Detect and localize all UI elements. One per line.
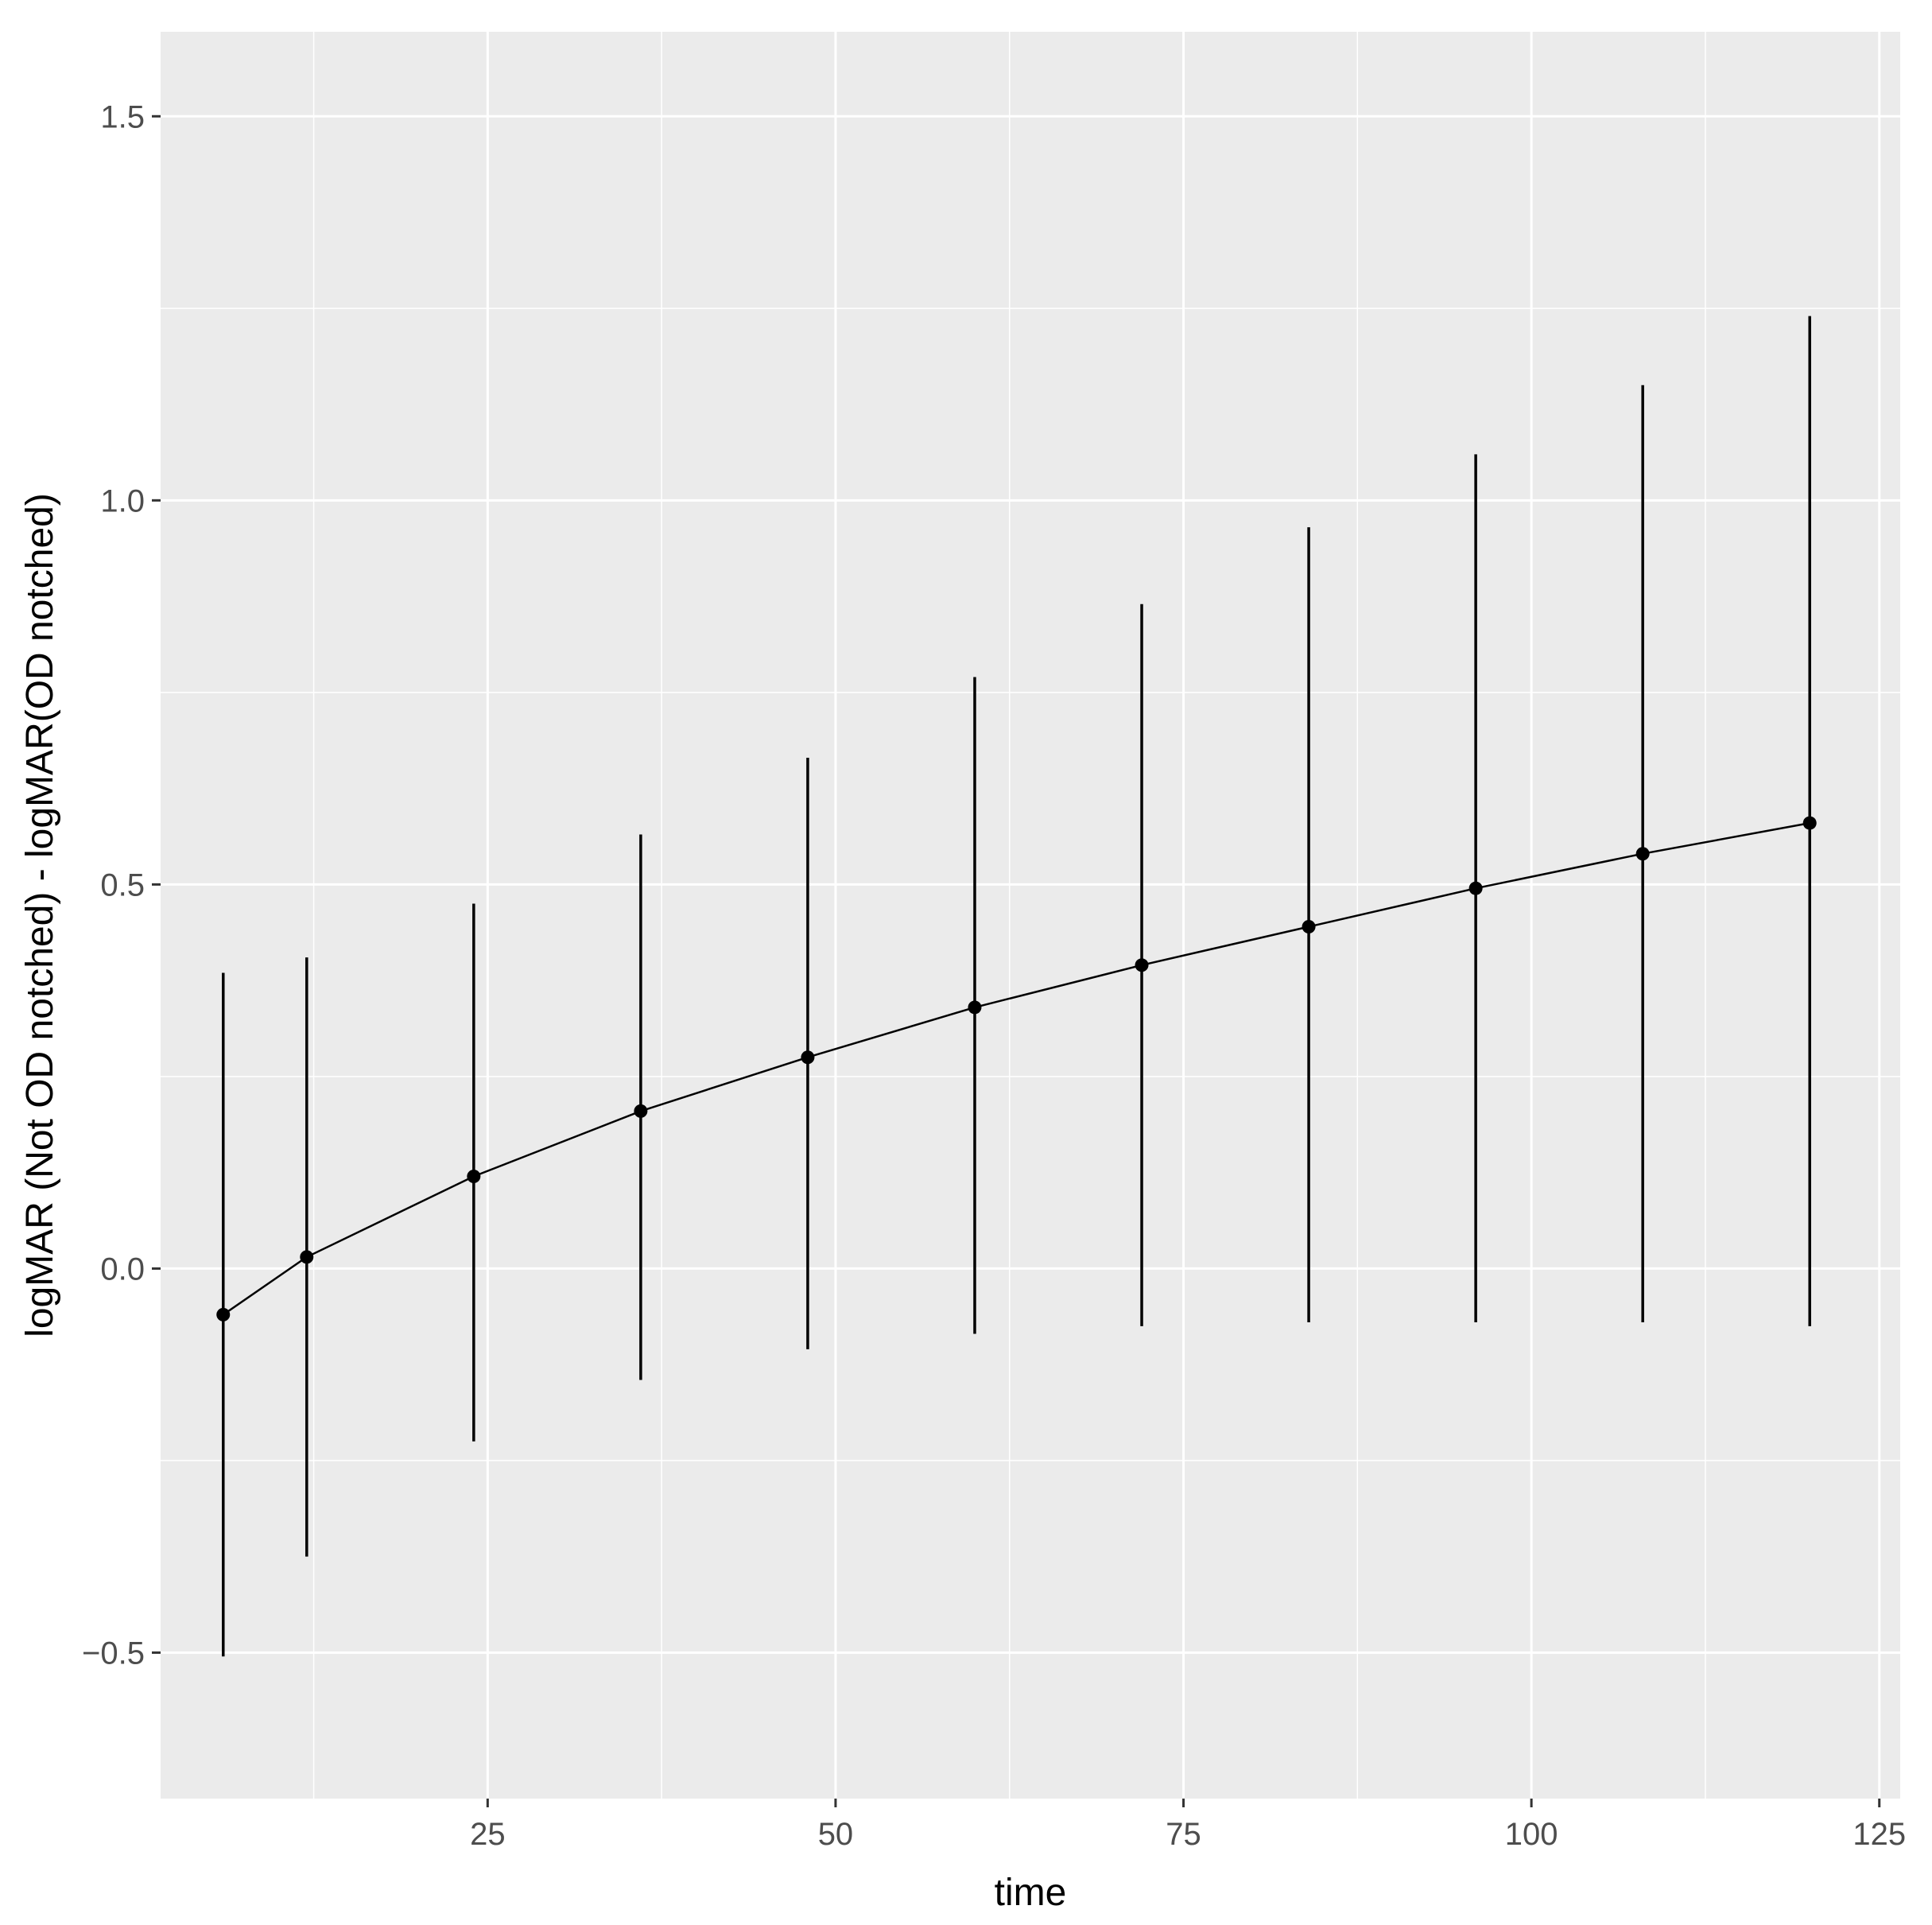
data-point — [1135, 958, 1149, 972]
x-tick-label: 25 — [470, 1817, 506, 1852]
data-point — [1468, 881, 1483, 895]
x-tick-label: 125 — [1852, 1817, 1906, 1852]
grid-lines — [161, 32, 1900, 1799]
y-tick-label: 0.0 — [100, 1252, 145, 1287]
plot-panel — [161, 32, 1900, 1799]
x-tick-label: 75 — [1166, 1817, 1201, 1852]
data-point — [467, 1169, 481, 1183]
data-point — [634, 1104, 648, 1118]
data-point — [968, 1000, 982, 1015]
data-point — [801, 1050, 815, 1065]
data-point — [1802, 816, 1817, 830]
data-point — [1635, 847, 1650, 861]
axis-ticks — [152, 114, 1881, 1807]
x-axis-title: time — [995, 1872, 1067, 1914]
x-tick-label: 100 — [1505, 1817, 1558, 1852]
data-point — [216, 1307, 231, 1321]
y-tick-label: 1.5 — [100, 99, 145, 134]
y-tick-label: 1.0 — [100, 483, 145, 518]
data-point — [1302, 919, 1316, 933]
y-axis-title: logMAR (Not OD notched) - logMAR(OD notc… — [19, 493, 61, 1337]
tick-labels: 25 50 75 100 125 −0.5 0.0 0.5 1.0 1.5 — [82, 99, 1906, 1852]
data-points — [216, 816, 1817, 1321]
y-tick-label: −0.5 — [82, 1636, 145, 1671]
y-tick-label: 0.5 — [100, 867, 145, 902]
x-tick-label: 50 — [818, 1817, 854, 1852]
data-point — [300, 1250, 314, 1264]
